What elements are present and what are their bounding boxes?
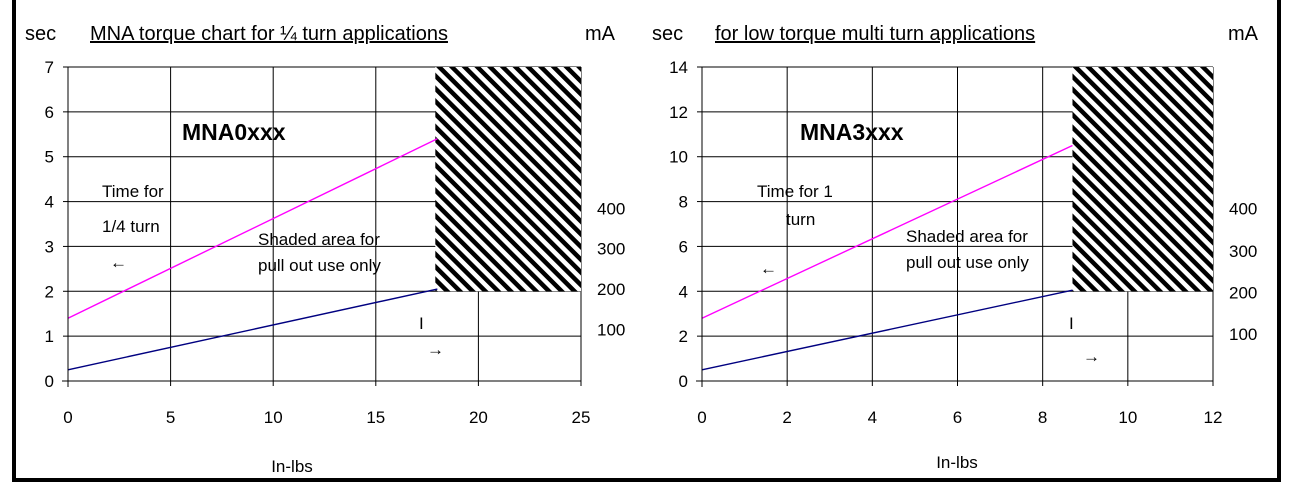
y-tick-label: 14 <box>669 58 688 77</box>
y2-tick-label: 100 <box>597 320 625 339</box>
y-tick-label: 3 <box>45 237 54 256</box>
x-tick-label: 0 <box>697 408 706 427</box>
x-tick-labels: 0 5 10 15 20 25 <box>63 408 590 427</box>
series-line-0 <box>701 144 1073 319</box>
x-tick-label: 2 <box>782 408 791 427</box>
time-label-line2: turn <box>786 210 815 229</box>
y-tick-label: 7 <box>45 58 54 77</box>
x-tick-label: 4 <box>868 408 877 427</box>
left-arrow-icon: ← <box>110 253 127 272</box>
series-line-1 <box>701 289 1073 371</box>
chart-title: for low torque multi turn applications <box>715 23 1035 45</box>
axes <box>62 66 582 387</box>
y-tick-label: 4 <box>679 282 688 301</box>
axes <box>696 66 1214 387</box>
right-arrow-icon: → <box>1083 347 1100 366</box>
series-line-1 <box>67 288 438 371</box>
x-tick-label: 25 <box>572 408 591 427</box>
y2-tick-labels: 100 200 300 400 <box>597 199 625 339</box>
x-tick-labels: 0 2 4 6 8 10 12 <box>697 408 1222 427</box>
frame-left-border <box>12 0 16 482</box>
shaded-region <box>435 67 581 292</box>
y-tick-labels: 0 1 2 3 4 5 6 7 <box>45 58 54 391</box>
y2-tick-label: 400 <box>597 199 625 218</box>
series-group <box>67 138 438 371</box>
y2-tick-label: 300 <box>1229 242 1257 261</box>
shaded-area-label-line2: pull out use only <box>906 253 1029 272</box>
x-tick-label: 10 <box>264 408 283 427</box>
model-label: MNA3xxx <box>800 119 904 145</box>
y2-tick-label: 300 <box>597 240 625 259</box>
y-tick-label: 10 <box>669 148 688 167</box>
series-group <box>701 144 1073 371</box>
y2-tick-label: 200 <box>1229 283 1257 302</box>
y2-tick-label: 200 <box>597 280 625 299</box>
y-tick-label: 5 <box>45 148 54 167</box>
y-tick-label: 0 <box>679 372 688 391</box>
x-tick-label: 0 <box>63 408 72 427</box>
x-tick-label: 5 <box>166 408 175 427</box>
frame-right-border <box>1277 0 1281 482</box>
frame-bottom-border <box>12 478 1281 482</box>
x-axis-label: In-lbs <box>936 453 978 472</box>
x-axis-label: In-lbs <box>271 457 313 476</box>
right-unit-label: mA <box>1228 23 1259 45</box>
left-unit-label: sec <box>25 23 56 45</box>
y-tick-label: 12 <box>669 103 688 122</box>
left-arrow-icon: ← <box>760 259 777 278</box>
chart-mna0xxx: sec MNA torque chart for ¼ turn applicat… <box>25 23 625 476</box>
chart-mna3xxx: sec for low torque multi turn applicatio… <box>652 23 1259 472</box>
time-label-line2: 1/4 turn <box>102 217 160 236</box>
x-tick-label: 12 <box>1204 408 1223 427</box>
x-tick-label: 20 <box>469 408 488 427</box>
shaded-region <box>1072 67 1213 292</box>
x-tick-label: 8 <box>1038 408 1047 427</box>
series-line-0 <box>67 138 438 319</box>
x-tick-label: 15 <box>366 408 385 427</box>
y-tick-label: 2 <box>45 282 54 301</box>
y-tick-labels: 0 2 4 6 8 10 12 14 <box>669 58 688 391</box>
right-arrow-icon: → <box>427 340 444 359</box>
time-label-line1: Time for 1 <box>757 182 833 201</box>
y-tick-label: 6 <box>679 237 688 256</box>
current-label: I <box>419 314 424 333</box>
chart-title: MNA torque chart for ¼ turn applications <box>90 23 448 45</box>
shaded-area-label-line1: Shaded area for <box>258 230 380 249</box>
y-tick-label: 0 <box>45 372 54 391</box>
y-tick-label: 2 <box>679 327 688 346</box>
y-tick-label: 4 <box>45 193 54 212</box>
y2-tick-label: 400 <box>1229 199 1257 218</box>
current-label: I <box>1069 314 1074 333</box>
y-tick-label: 8 <box>679 193 688 212</box>
x-tick-label: 10 <box>1118 408 1137 427</box>
right-unit-label: mA <box>585 23 616 45</box>
model-label: MNA0xxx <box>182 119 286 145</box>
y-tick-label: 1 <box>45 327 54 346</box>
shaded-area-label-line2: pull out use only <box>258 256 381 275</box>
x-tick-label: 6 <box>953 408 962 427</box>
y2-tick-labels: 100 200 300 400 <box>1229 199 1257 344</box>
left-unit-label: sec <box>652 23 683 45</box>
y2-tick-label: 100 <box>1229 325 1257 344</box>
shaded-area-label-line1: Shaded area for <box>906 227 1028 246</box>
time-label-line1: Time for <box>102 182 164 201</box>
y-tick-label: 6 <box>45 103 54 122</box>
